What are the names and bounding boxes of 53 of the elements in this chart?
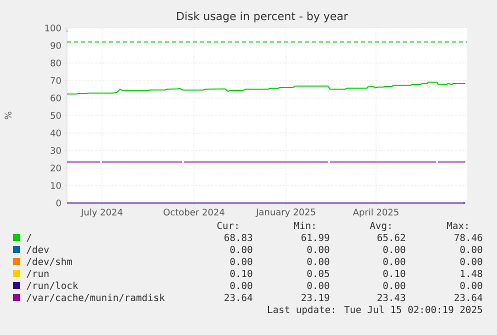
legend-label: /dev/shm: [26, 258, 72, 266]
text: 0.00: [307, 246, 330, 254]
text: 23.19: [302, 294, 330, 302]
y-tick-label: 20: [50, 164, 61, 172]
text: 0.00: [383, 246, 406, 254]
y-tick-label: 40: [50, 130, 61, 136]
y-tick-label: 100: [45, 24, 61, 32]
text: 68.83: [224, 234, 252, 242]
text: Avg:: [370, 222, 390, 232]
y-tick-label: 50: [50, 112, 61, 119]
text: 0.00: [307, 282, 330, 290]
y-tick-label: 70: [50, 77, 61, 84]
text: 23.43: [378, 294, 406, 302]
legend-label: /run/lock: [26, 282, 78, 290]
y-tick-label: 60: [50, 94, 61, 102]
text: 23.64: [454, 294, 482, 302]
y-axis-title: %: [4, 112, 12, 120]
text: 0.00: [230, 246, 252, 254]
text: Last update: Tue Jul 15 02:00:19 2025: [268, 306, 482, 315]
chart-title: Disk usage in percent - by year: [177, 12, 348, 22]
text: 0.05: [307, 270, 330, 278]
legend-label: /: [26, 234, 32, 242]
text: 78.46: [454, 234, 482, 242]
text: Cur:: [217, 222, 238, 230]
line-series: [66, 82, 466, 94]
text: 23.64: [224, 294, 252, 302]
text: 1.48: [460, 270, 482, 278]
text: 0.00: [230, 258, 252, 266]
legend-label: /var/cache/munin/ramdisk: [26, 294, 165, 302]
text: 0.00: [383, 282, 406, 290]
legend-label: /dev: [26, 246, 49, 254]
legend-label: /run: [26, 270, 48, 278]
x-tick-label: April 2025: [352, 208, 398, 218]
text: 0.00: [460, 246, 482, 254]
text: 0.00: [460, 282, 482, 290]
y-tick-label: 30: [50, 147, 61, 154]
text: 0.00: [460, 258, 482, 266]
y-tick-label: 90: [50, 42, 61, 49]
x-tick-label: July 2024: [80, 208, 122, 218]
x-tick-label: October 2024: [164, 208, 224, 216]
text: 0.00: [307, 258, 330, 266]
text: 0.00: [383, 258, 406, 266]
text: 65.62: [378, 234, 405, 242]
text: 0.10: [230, 270, 252, 278]
text: 61.99: [302, 234, 330, 242]
text: 0.10: [383, 270, 406, 278]
y-tick-label: 0: [56, 200, 61, 206]
y-tick-label: 80: [50, 60, 61, 66]
text: 0.00: [230, 282, 252, 290]
text: Min:: [294, 222, 314, 229]
y-tick-label: 10: [51, 182, 61, 189]
text: Max:: [447, 222, 468, 230]
x-tick-label: January 2025: [256, 208, 316, 218]
